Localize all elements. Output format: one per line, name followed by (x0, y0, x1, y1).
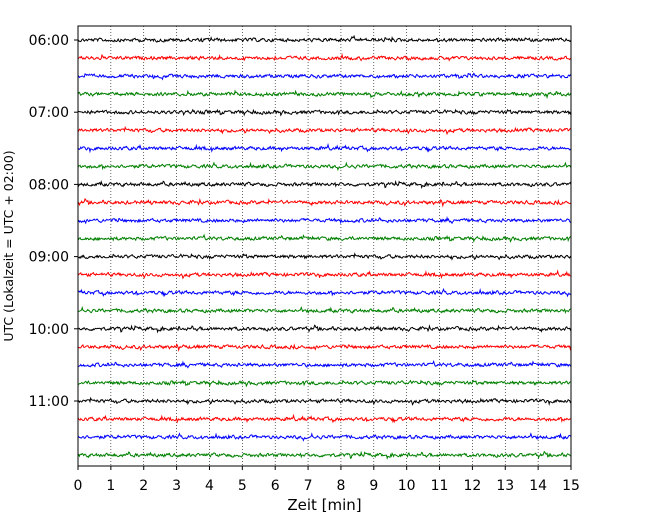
x-tick-label: 1 (106, 478, 115, 494)
x-tick-label: 0 (74, 478, 83, 494)
trace-0630 (77, 72, 572, 81)
y-tick-label: 06:00 (29, 33, 69, 49)
y-axis-ticks: 06:00 07:00 08:00 09:00 10:00 11:00 (29, 33, 78, 410)
x-tick-label: 9 (369, 478, 378, 494)
x-tick-label: 13 (496, 478, 514, 494)
x-tick-label: 14 (529, 478, 547, 494)
y-axis-label: UTC (Lokalzeit = UTC + 02:00) (1, 150, 16, 341)
x-tick-label: 7 (304, 478, 313, 494)
trace-0900 (77, 252, 572, 261)
x-tick-label: 5 (238, 478, 247, 494)
trace-0945 (77, 305, 572, 314)
x-axis-ticks: 0 1 2 3 4 5 6 7 8 9 10 11 12 13 14 15 (74, 466, 580, 494)
trace-0600 (77, 34, 572, 43)
trace-0930 (77, 287, 572, 298)
y-tick-label: 10:00 (29, 322, 69, 338)
trace-1100 (77, 396, 572, 407)
x-tick-label: 8 (336, 478, 345, 494)
trace-1145 (77, 450, 572, 460)
x-tick-label: 15 (562, 478, 580, 494)
trace-0645 (77, 89, 572, 100)
trace-0800 (77, 179, 572, 190)
x-tick-label: 2 (139, 478, 148, 494)
x-tick-label: 10 (398, 478, 416, 494)
vertical-grid (110, 26, 539, 466)
trace-0730 (77, 142, 572, 154)
x-tick-label: 4 (205, 478, 214, 494)
trace-0700 (77, 108, 572, 117)
x-tick-label: 3 (172, 478, 181, 494)
x-tick-label: 6 (271, 478, 280, 494)
trace-0830 (77, 215, 572, 225)
trace-0845 (77, 233, 572, 243)
trace-0915 (77, 269, 572, 280)
plot-frame (77, 25, 572, 467)
x-axis-label: Zeit [min] (287, 496, 361, 514)
trace-1015 (77, 343, 572, 353)
y-tick-label: 11:00 (29, 394, 69, 410)
trace-1115 (77, 413, 572, 424)
trace-1130 (77, 432, 572, 442)
y-tick-label: 09:00 (29, 250, 69, 266)
trace-1000 (77, 324, 572, 334)
trace-1045 (77, 379, 572, 388)
y-tick-label: 08:00 (29, 177, 69, 193)
seismogram-traces (77, 34, 572, 460)
trace-0815 (77, 197, 572, 208)
y-tick-label: 07:00 (29, 105, 69, 121)
x-tick-label: 11 (431, 478, 449, 494)
trace-0745 (77, 161, 572, 172)
x-tick-label: 12 (463, 478, 481, 494)
trace-0615 (77, 52, 572, 62)
trace-0715 (77, 125, 572, 136)
trace-1030 (77, 359, 572, 369)
